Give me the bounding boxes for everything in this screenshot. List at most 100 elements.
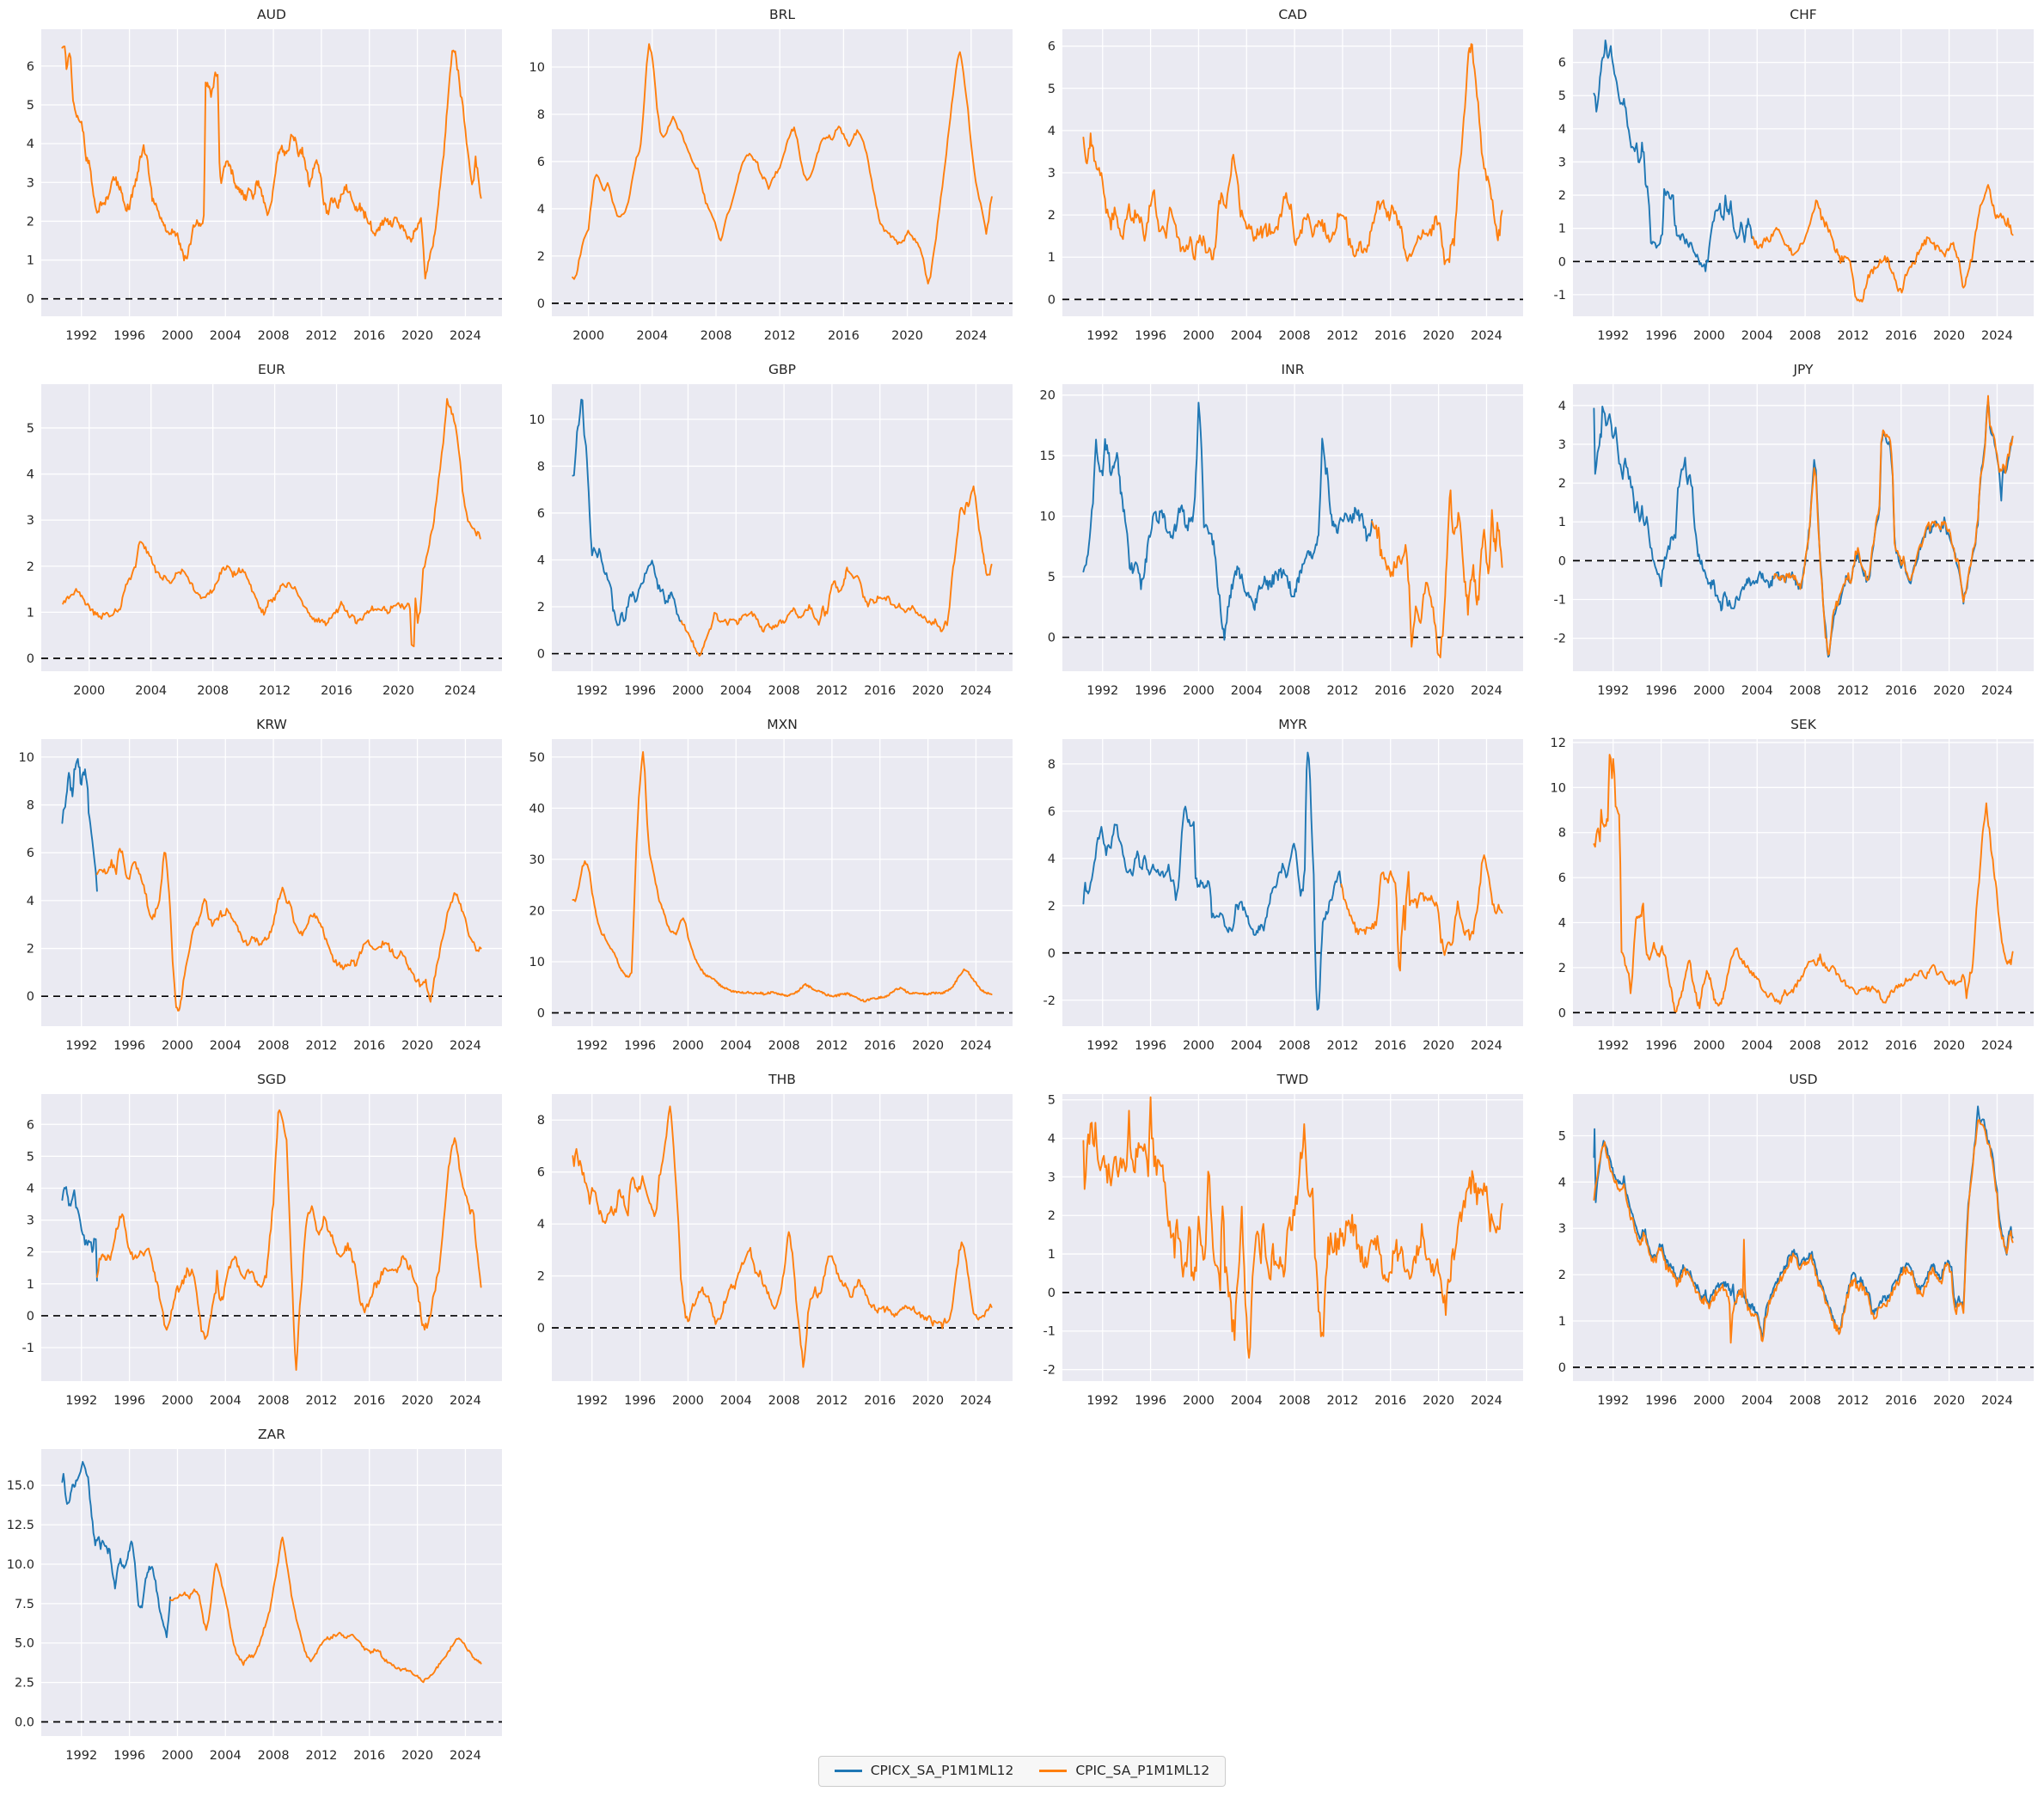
x-tick-label: 2004 xyxy=(720,1039,752,1053)
y-tick-label: 4 xyxy=(1048,1133,1056,1146)
x-tick-label: 2016 xyxy=(1885,329,1917,343)
y-tick-label: 50 xyxy=(529,751,545,765)
series-group xyxy=(61,46,482,280)
y-tick-label: 4 xyxy=(27,895,34,908)
legend-label: CPIC_SA_P1M1ML12 xyxy=(1075,1763,1210,1778)
x-tick-label: 2020 xyxy=(1933,1039,1965,1053)
x-tick-label: 1996 xyxy=(1645,1394,1677,1408)
series-line-CPICX_SA_P1M1ML12 xyxy=(1082,401,1374,641)
y-tick-label: -1 xyxy=(1554,289,1566,303)
x-tick-label: 2024 xyxy=(450,1039,481,1053)
y-tick-label: 4 xyxy=(1558,123,1566,137)
x-tick-label: 2016 xyxy=(864,684,896,698)
y-tick-label: 4 xyxy=(27,1182,34,1195)
plot-area xyxy=(1062,739,1523,1026)
subplot-AUD: AUD 0 1 2 3 4 5 6 1992 1996 2000 2004 2008 2012 2016 20… xyxy=(1,3,511,358)
chart-title: KRW xyxy=(256,717,287,732)
y-tick-label: 4 xyxy=(537,553,545,567)
x-tick-label: 2004 xyxy=(636,329,668,343)
series-line-CPIC_SA_P1M1ML12 xyxy=(95,1109,482,1371)
y-tick-label: 6 xyxy=(27,847,34,860)
y-tick-label: 4 xyxy=(537,1218,545,1232)
x-tick-label: 2016 xyxy=(1374,1039,1406,1053)
chart-svg-CAD: CAD 0 1 2 3 4 5 6 1992 1996 2000 2004 2008 2012 2016 20… xyxy=(1048,7,1523,343)
x-tick-label: 2012 xyxy=(305,1039,337,1053)
x-tick-label: 2000 xyxy=(162,1749,193,1763)
y-tick-label: -2 xyxy=(1554,633,1566,646)
y-tick-label: -2 xyxy=(1043,1364,1056,1378)
x-tick-label: 1996 xyxy=(1645,684,1677,698)
y-tick-label: 5 xyxy=(1558,89,1566,103)
x-tick-label: 2016 xyxy=(864,1394,896,1408)
x-tick-label: 2020 xyxy=(1933,684,1965,698)
series-group xyxy=(572,43,993,284)
x-tick-label: 2012 xyxy=(764,329,796,343)
x-tick-label: 2024 xyxy=(450,1394,481,1408)
chart-svg-AUD: AUD 0 1 2 3 4 5 6 1992 1996 2000 2004 2008 2012 2016 20… xyxy=(27,7,502,343)
x-tick-label: 2008 xyxy=(1279,329,1311,343)
y-tick-label: 2 xyxy=(537,601,545,615)
chart-title: MXN xyxy=(767,717,798,732)
chart-title: JPY xyxy=(1792,362,1814,377)
x-tick-label: 2020 xyxy=(401,1039,433,1053)
y-tick-label: 20 xyxy=(1040,389,1056,403)
series-group xyxy=(61,758,482,1012)
series-group xyxy=(61,1460,482,1684)
x-tick-label: 2020 xyxy=(401,329,433,343)
y-tick-label: 2 xyxy=(1558,189,1566,203)
y-tick-label: 3 xyxy=(1558,1222,1566,1236)
y-tick-label: 2 xyxy=(27,1246,34,1260)
x-tick-label: 2004 xyxy=(210,1749,242,1763)
series-line-CPIC_SA_P1M1ML12 xyxy=(62,398,481,648)
x-tick-label: 1992 xyxy=(576,684,608,698)
chart-title: TWD xyxy=(1276,1072,1309,1087)
y-tick-label: 5 xyxy=(27,1150,34,1164)
y-tick-label: 3 xyxy=(27,514,34,528)
y-tick-label: 2.5 xyxy=(15,1677,34,1691)
x-tick-label: 2004 xyxy=(1741,684,1773,698)
x-tick-label: 2004 xyxy=(720,1394,752,1408)
y-tick-label: 0 xyxy=(1048,293,1056,307)
series-line-CPICX_SA_P1M1ML12 xyxy=(61,758,98,892)
plot-area xyxy=(41,739,502,1026)
x-tick-label: 1992 xyxy=(1086,329,1118,343)
chart-title: BRL xyxy=(769,7,795,22)
x-tick-label: 2020 xyxy=(912,684,944,698)
y-tick-label: 6 xyxy=(27,60,34,74)
chart-title: GBP xyxy=(768,362,796,377)
x-tick-label: 2012 xyxy=(816,684,848,698)
y-tick-label: 7.5 xyxy=(15,1598,34,1611)
plot-area xyxy=(41,29,502,316)
plot-area xyxy=(1573,29,2034,316)
x-tick-label: 1992 xyxy=(1597,1394,1629,1408)
x-tick-label: 2008 xyxy=(768,684,800,698)
x-tick-label: 1996 xyxy=(113,1394,145,1408)
gridlines xyxy=(552,739,1013,1026)
x-tick-label: 1996 xyxy=(1135,1394,1166,1408)
series-group xyxy=(61,1109,482,1371)
x-tick-label: 2020 xyxy=(1423,329,1454,343)
chart-svg-BRL: BRL 0 2 4 6 8 10 2000 2004 2008 2012 2016 2020 2024 xyxy=(529,7,1013,343)
series-group xyxy=(1593,394,2014,658)
x-tick-label: 2000 xyxy=(1183,329,1215,343)
x-tick-label: 2000 xyxy=(1183,1394,1215,1408)
chart-svg-KRW: KRW 0 2 4 6 8 10 1992 1996 2000 2004 2008 2012 2016 20… xyxy=(19,717,502,1053)
x-tick-label: 2012 xyxy=(259,684,291,698)
x-tick-label: 2004 xyxy=(210,329,242,343)
x-tick-label: 2000 xyxy=(672,1394,704,1408)
x-tick-label: 2020 xyxy=(1423,1039,1454,1053)
x-tick-label: 1992 xyxy=(1086,1039,1118,1053)
y-tick-label: 4 xyxy=(1558,916,1566,930)
legend-item-CPIC_SA_P1M1ML12: CPIC_SA_P1M1ML12 xyxy=(1039,1764,1209,1778)
subplot-JPY: JPY -2 -1 0 1 2 3 4 1992 1996 2000 2004 2008 2012 2016… xyxy=(1533,358,2043,713)
x-tick-label: 2024 xyxy=(1981,1394,2013,1408)
x-tick-label: 1992 xyxy=(65,1749,97,1763)
x-tick-label: 2012 xyxy=(1837,1039,1869,1053)
x-tick-label: 1996 xyxy=(624,1039,656,1053)
series-group xyxy=(1082,401,1503,658)
y-tick-label: 2 xyxy=(27,943,34,957)
x-tick-label: 2008 xyxy=(1279,1394,1311,1408)
x-tick-label: 2008 xyxy=(1790,1039,1821,1053)
x-tick-label: 2024 xyxy=(1471,684,1502,698)
y-tick-label: 0 xyxy=(27,990,34,1004)
